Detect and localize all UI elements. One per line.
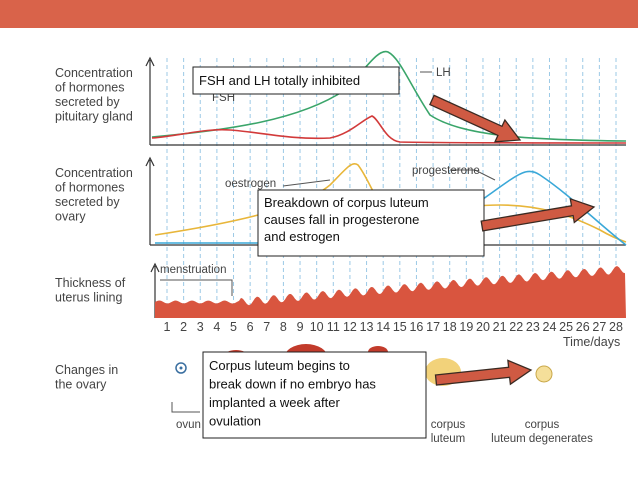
- stage-label: ovun: [176, 419, 201, 431]
- day-label: 22: [509, 320, 523, 334]
- header-bar: [0, 0, 638, 28]
- row-label: Changes in: [55, 363, 118, 377]
- arrow: [429, 94, 522, 143]
- arrow: [434, 359, 533, 386]
- uterus-lining: [155, 266, 626, 318]
- row-label: secreted by: [55, 95, 120, 109]
- day-label: 10: [310, 320, 324, 334]
- follicle: [175, 362, 187, 374]
- row-label: ovary: [55, 210, 86, 224]
- follicle: [179, 366, 183, 370]
- curve-label: oestrogen: [225, 178, 276, 190]
- day-label: 23: [526, 320, 540, 334]
- day-label: 13: [360, 320, 374, 334]
- callout-text: FSH and LH totally inhibited: [199, 73, 360, 88]
- bracket: [160, 279, 233, 296]
- degenerating-body: [535, 365, 553, 383]
- row-label: of hormones: [55, 181, 124, 195]
- callout-text: Corpus luteum begins to: [209, 358, 350, 373]
- callout-text: implanted a week after: [209, 395, 340, 410]
- callout-text: break down if no embryo has: [209, 377, 376, 392]
- row-label: Concentration: [55, 166, 133, 180]
- day-label: 28: [609, 320, 623, 334]
- day-label: 2: [180, 320, 187, 334]
- day-label: 6: [247, 320, 254, 334]
- day-label: 20: [476, 320, 490, 334]
- curve-label: LH: [436, 67, 451, 79]
- day-label: 25: [559, 320, 573, 334]
- axis: [145, 56, 626, 146]
- row-label: pituitary gland: [55, 110, 133, 124]
- day-label: 27: [592, 320, 606, 334]
- day-label: 16: [409, 320, 423, 334]
- day-label: 21: [493, 320, 507, 334]
- stage-label: luteum: [431, 433, 466, 445]
- annotation: menstruation: [160, 264, 226, 276]
- day-label: 24: [543, 320, 557, 334]
- row-label: the ovary: [55, 378, 107, 392]
- day-label: 9: [297, 320, 304, 334]
- callout-text: causes fall in progesterone: [264, 212, 419, 227]
- callout-text: and estrogen: [264, 229, 340, 244]
- day-label: 17: [426, 320, 440, 334]
- lh-curve: [151, 50, 627, 142]
- day-label: 15: [393, 320, 407, 334]
- day-label: 19: [459, 320, 473, 334]
- day-label: 11: [327, 320, 340, 334]
- stage-label: luteum degenerates: [491, 433, 593, 445]
- day-label: 4: [213, 320, 220, 334]
- curve-label: progesterone: [412, 165, 480, 177]
- day-label: 3: [197, 320, 204, 334]
- day-label: 26: [576, 320, 590, 334]
- callout-text: ovulation: [209, 414, 261, 429]
- day-label: 12: [343, 320, 357, 334]
- day-label: 1: [164, 320, 171, 334]
- day-label: 5: [230, 320, 237, 334]
- bracket: [171, 402, 200, 413]
- callout-box: [192, 66, 400, 95]
- day-label: 8: [280, 320, 287, 334]
- arrow: [480, 197, 596, 232]
- day-label: 7: [263, 320, 270, 334]
- stage-label: corpus: [525, 419, 560, 431]
- pointer: [282, 179, 331, 187]
- day-label: 18: [443, 320, 457, 334]
- row-label: Concentration: [55, 66, 133, 80]
- row-label: Thickness of: [55, 276, 126, 290]
- stage-label: corpus luteum degenerates: [491, 419, 593, 445]
- callout-box: [202, 351, 427, 439]
- fsh-curve: [151, 115, 627, 144]
- pointer: [450, 169, 496, 181]
- row-label: secreted by: [55, 195, 120, 209]
- row-label: uterus lining: [55, 291, 122, 305]
- curve-label: FSH: [212, 92, 235, 104]
- callout-text: Breakdown of corpus luteum: [264, 195, 429, 210]
- row-label: of hormones: [55, 81, 124, 95]
- stage-label: corpus: [431, 419, 466, 431]
- axis-label: Time/days: [563, 335, 620, 349]
- callout-box: [257, 189, 485, 257]
- stage-label: corpus luteum: [431, 419, 466, 445]
- day-label: 14: [376, 320, 390, 334]
